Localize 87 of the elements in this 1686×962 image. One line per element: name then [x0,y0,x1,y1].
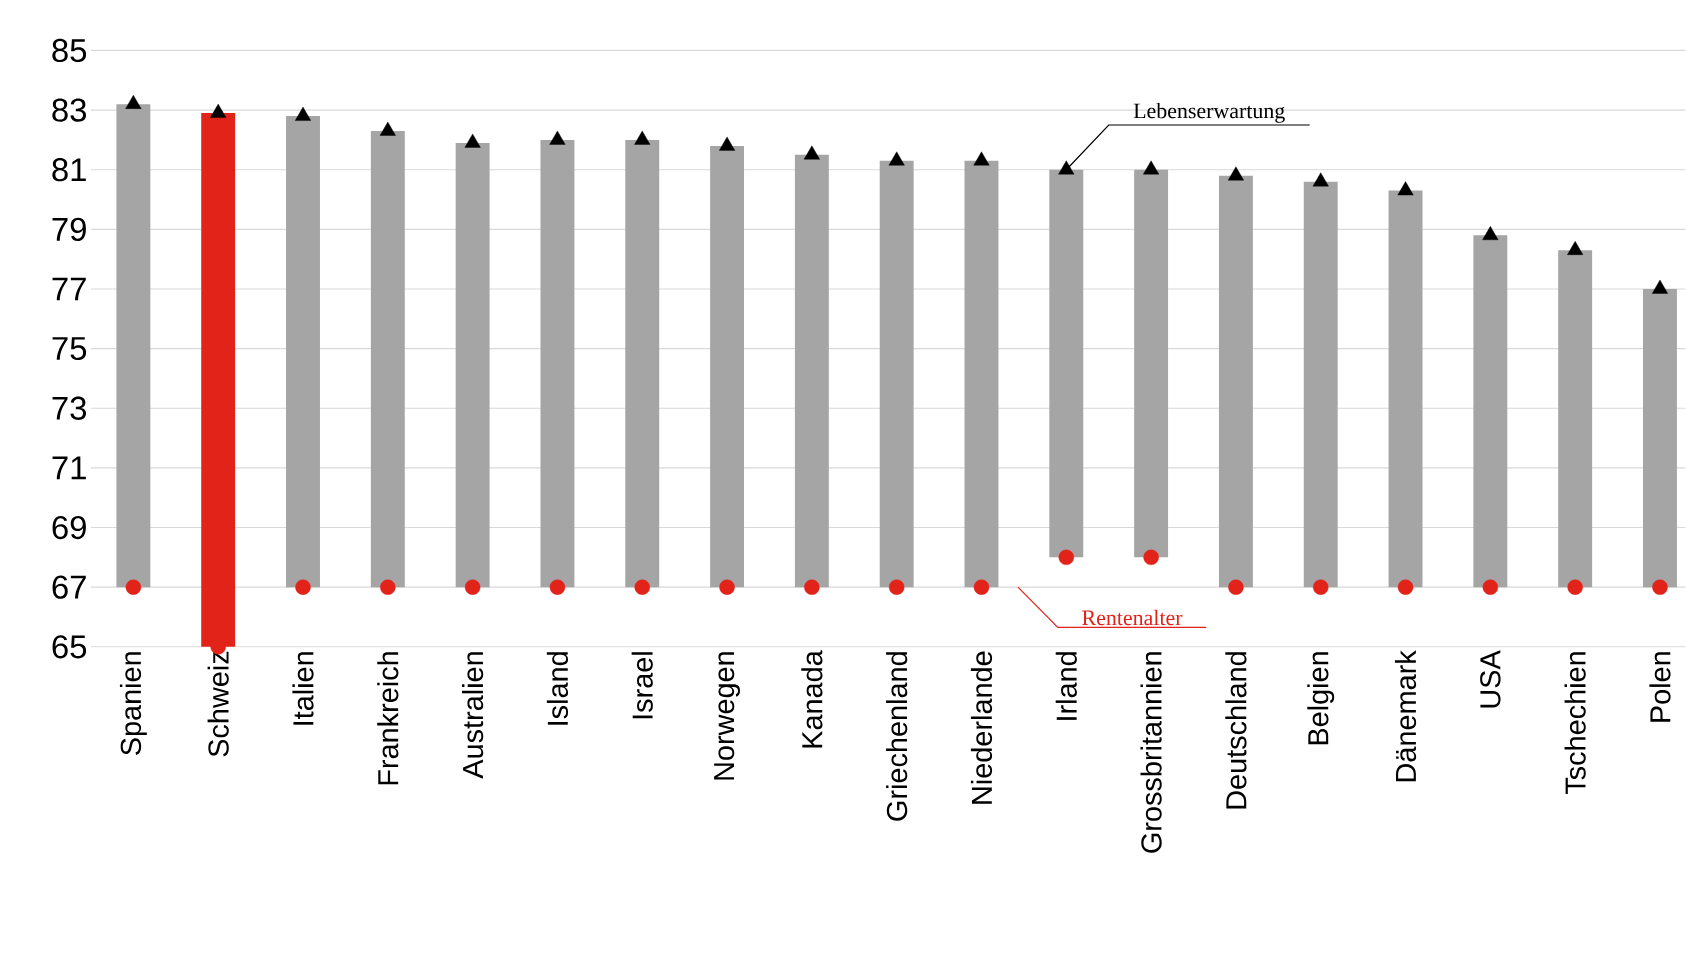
point [379,121,396,136]
bar [455,143,490,588]
y-tick-label: 75 [52,337,87,361]
point [634,130,651,145]
point [1397,579,1414,596]
x-tick-label: Island [546,652,569,725]
x-tick-label: Niederlande [970,651,993,804]
point [1312,172,1329,187]
point [464,579,481,596]
point [1567,241,1584,256]
y-tick-label: 71 [52,456,86,480]
point [295,107,311,121]
y-tick-label: 67 [52,575,86,599]
point [1651,279,1668,294]
point [888,579,905,596]
point [1397,181,1414,196]
bar [794,155,829,588]
point [549,579,566,596]
point [804,579,820,596]
bar [370,131,405,588]
x-tick-label: Spanien [119,652,147,756]
y-tick-label: 73 [52,396,87,421]
bar [1558,250,1593,588]
x-tick-label: Irland [1055,652,1077,721]
point [1482,579,1499,596]
point [1482,226,1499,241]
y-tick-label: 65 [52,635,87,659]
point [1058,160,1075,175]
point [803,145,820,160]
x-tick-label: Frankreich [377,652,399,785]
bar [286,116,320,588]
x-tick-label: Australien [462,652,484,779]
point [1567,579,1583,596]
bar [1643,289,1677,588]
bar [116,104,151,588]
bar [1049,169,1084,558]
point [973,151,990,166]
point [888,151,905,166]
point [973,579,990,596]
bar [1134,169,1169,558]
point [719,136,736,151]
x-tick-label: Griechenland [886,652,908,821]
point [380,579,396,596]
bar [1218,175,1253,588]
x-tick-label: Norwegen [714,652,740,780]
x-tick-label: Dänemark [1394,650,1417,782]
point [210,104,227,118]
x-tick-label: USA [1480,650,1501,708]
point [634,579,650,596]
y-tick-label: 81 [52,158,86,182]
point [1227,166,1244,181]
point [1228,579,1244,596]
bar [1388,190,1423,588]
x-tick-label: Kanada [801,650,823,748]
x-tick-label: Deutschland [1225,652,1247,809]
x-tick-label: Polen [1649,652,1671,722]
x-tick-label: Tschechien [1564,652,1586,795]
point [125,95,142,110]
point [1143,160,1160,175]
bar [1473,235,1508,588]
x-tick-label: Grossbritannien [1140,652,1162,853]
point [1652,579,1668,596]
x-tick-label: Schweiz [207,651,229,757]
point [295,579,311,596]
bar [964,160,999,588]
point [464,133,481,148]
x-tick-label: Belgien [1307,652,1335,745]
point [1058,549,1074,566]
point [1313,579,1329,596]
y-tick-label: 77 [52,277,86,301]
point [125,579,142,596]
x-tick-label: Italien [292,652,314,725]
annotation: Lebenserwartung [1133,103,1285,123]
point [1143,549,1159,566]
bar [879,160,914,588]
point [549,130,566,145]
point [719,579,735,596]
bar [625,140,660,588]
y-tick-label: 79 [52,217,86,242]
bar [540,140,575,588]
y-tick-label: 69 [52,516,86,540]
y-tick-label: 83 [52,98,87,122]
bar [1303,181,1338,588]
x-tick-label: Israel [631,652,653,719]
annotation: Rentenalter [1082,609,1183,626]
y-tick-label: 85 [52,39,87,63]
bar [710,146,745,588]
